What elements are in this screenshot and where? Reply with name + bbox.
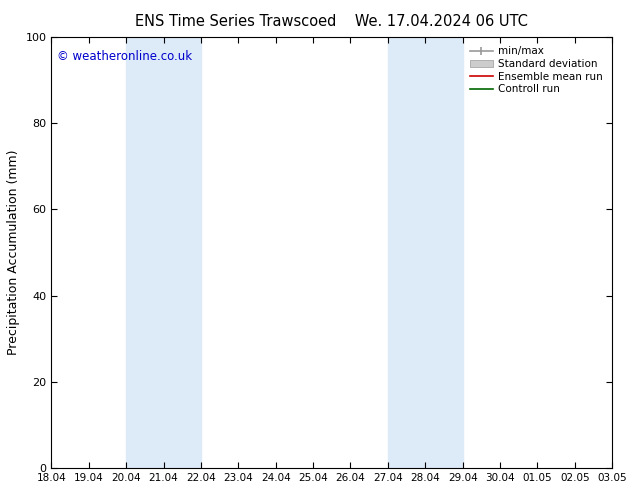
Title: ENS Time Series Trawscoed    We. 17.04.2024 06 UTC: ENS Time Series Trawscoed We. 17.04.2024… [136, 14, 528, 29]
Text: © weatheronline.co.uk: © weatheronline.co.uk [57, 50, 192, 63]
Bar [126, 37, 201, 468]
Bar [388, 37, 463, 468]
Y-axis label: Precipitation Accumulation (mm): Precipitation Accumulation (mm) [7, 150, 20, 355]
Legend: min/max, Standard deviation, Ensemble mean run, Controll run: min/max, Standard deviation, Ensemble me… [466, 42, 607, 98]
